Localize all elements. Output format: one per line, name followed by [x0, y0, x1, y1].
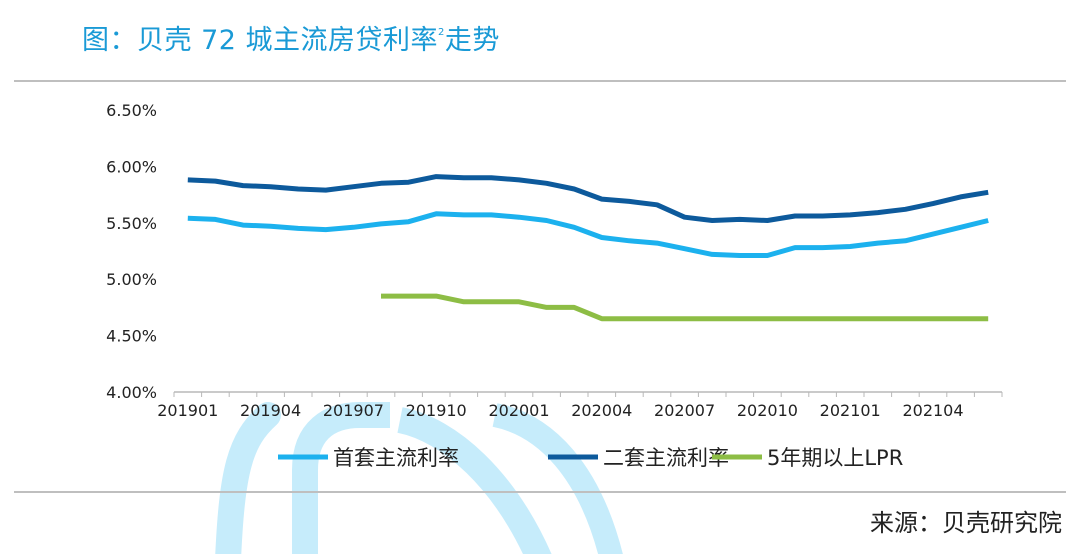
y-tick-label: 6.50% [106, 101, 157, 120]
watermark-logo [215, 402, 623, 554]
x-tick-label: 201910 [406, 401, 467, 420]
chart-legend: 首套主流利率 二套主流利率 5年期以上LPR [278, 446, 903, 470]
x-tick-label: 202104 [902, 401, 963, 420]
legend-label-2: 5年期以上LPR [767, 446, 903, 470]
x-tick-label: 202007 [654, 401, 715, 420]
x-tick-label: 201907 [323, 401, 384, 420]
bottom-divider [14, 491, 1066, 493]
y-tick-label: 4.00% [106, 383, 157, 402]
y-tick-label: 4.50% [106, 327, 157, 346]
series-line-1 [187, 174, 989, 223]
series-line-0 [187, 211, 989, 258]
chart-title-suffix: 走势 [444, 25, 500, 56]
watermark-stroke [396, 407, 552, 554]
chart-axes: 4.00% 4.50% 5.00% 5.50% 6.00% 6.50% 201901 2019… [106, 101, 1003, 420]
x-tick-label: 202001 [488, 401, 549, 420]
x-tick-label: 201901 [157, 401, 218, 420]
top-divider [14, 80, 1066, 82]
chart-title: 图：贝壳 72 城主流房贷利率2走势 [82, 18, 500, 57]
legend-label-1: 二套主流利率 [603, 446, 729, 470]
watermark-stroke [215, 402, 281, 554]
x-tick-label: 202101 [820, 401, 881, 420]
legend-label-0: 首套主流利率 [333, 446, 459, 470]
chart-title-footnote: 2 [438, 27, 445, 38]
series-line-2 [381, 293, 989, 322]
y-tick-label: 5.50% [106, 214, 157, 233]
x-tick-label: 202004 [571, 401, 632, 420]
y-tick-label: 6.00% [106, 157, 157, 176]
watermark-stroke [292, 402, 390, 554]
x-tick-label: 202010 [737, 401, 798, 420]
y-tick-label: 5.00% [106, 270, 157, 289]
source-note: 来源：贝壳研究院 [870, 509, 1062, 537]
x-tick-label: 201904 [240, 401, 301, 420]
chart-series [187, 174, 989, 322]
chart-title-text: 图：贝壳 72 城主流房贷利率 [82, 25, 439, 56]
